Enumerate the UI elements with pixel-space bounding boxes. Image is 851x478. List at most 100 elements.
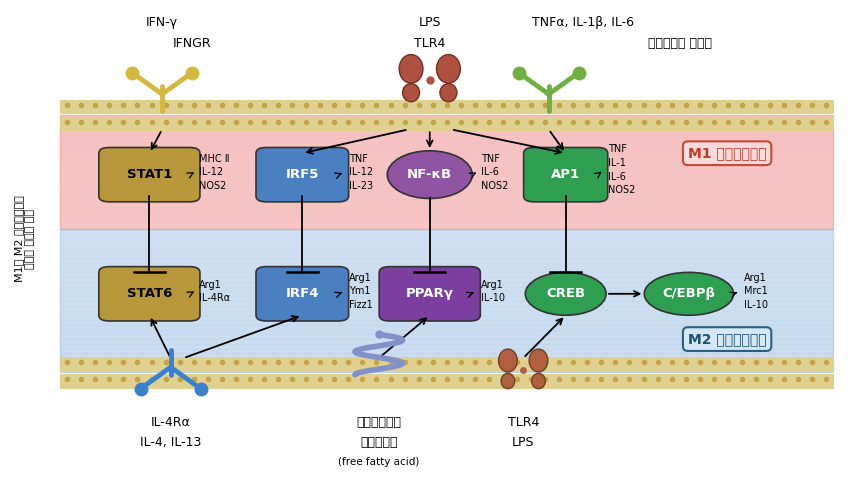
Text: Arg1
Ym1
Fizz1: Arg1 Ym1 Fizz1 — [349, 273, 373, 310]
Text: MHC Ⅱ
IL-12
NOS2: MHC Ⅱ IL-12 NOS2 — [198, 153, 229, 191]
Text: TNF
IL-6
NOS2: TNF IL-6 NOS2 — [481, 153, 508, 191]
Bar — [60, 353, 833, 358]
Bar — [60, 153, 833, 157]
Bar — [60, 127, 833, 130]
Bar — [60, 292, 833, 296]
Bar — [60, 184, 833, 187]
Bar — [60, 311, 833, 315]
Text: PPARγ: PPARγ — [406, 287, 454, 300]
Bar — [60, 306, 833, 311]
FancyBboxPatch shape — [380, 267, 480, 321]
Bar — [60, 115, 833, 119]
Text: (free fatty acid): (free fatty acid) — [338, 456, 420, 467]
Bar — [60, 282, 833, 287]
Bar — [60, 339, 833, 344]
Text: 유리지방산: 유리지방산 — [360, 436, 397, 449]
Text: IL-4Rα: IL-4Rα — [151, 416, 191, 429]
Bar — [60, 206, 833, 210]
Text: 사이토카인 수용체: 사이토카인 수용체 — [648, 37, 712, 50]
Bar — [60, 368, 833, 372]
Bar — [60, 253, 833, 258]
Bar — [60, 334, 833, 339]
FancyBboxPatch shape — [99, 148, 200, 202]
Bar — [60, 287, 833, 292]
Ellipse shape — [387, 151, 472, 198]
Text: TNF
IL-1
IL-6
NOS2: TNF IL-1 IL-6 NOS2 — [608, 144, 636, 196]
Bar — [60, 363, 833, 368]
Bar — [60, 134, 833, 138]
Bar — [60, 268, 833, 272]
Ellipse shape — [399, 54, 423, 83]
FancyBboxPatch shape — [256, 148, 349, 202]
Ellipse shape — [440, 84, 457, 102]
Text: IFNGR: IFNGR — [173, 37, 211, 50]
Bar — [60, 214, 833, 218]
Bar — [60, 172, 833, 176]
Bar — [60, 301, 833, 306]
Bar — [60, 258, 833, 263]
Bar — [60, 374, 833, 388]
Text: 지방산수용체: 지방산수용체 — [357, 416, 402, 429]
Bar — [60, 277, 833, 282]
Text: TNFα, IL-1β, IL-6: TNFα, IL-1β, IL-6 — [532, 16, 634, 29]
Bar — [60, 229, 833, 372]
Text: C/EBPβ: C/EBPβ — [662, 287, 716, 300]
Bar — [60, 176, 833, 180]
Text: TLR4: TLR4 — [414, 37, 445, 50]
Bar — [60, 226, 833, 229]
Bar — [60, 119, 833, 123]
Bar — [60, 187, 833, 191]
Bar — [60, 100, 833, 113]
Bar — [60, 115, 833, 229]
Bar — [60, 222, 833, 226]
Text: STAT1: STAT1 — [127, 168, 172, 181]
Bar — [60, 180, 833, 184]
Bar — [60, 138, 833, 142]
Text: M2 신호전달체계: M2 신호전달체계 — [688, 332, 767, 346]
Ellipse shape — [437, 54, 460, 83]
Bar — [60, 329, 833, 334]
Ellipse shape — [644, 272, 734, 315]
Ellipse shape — [525, 272, 606, 315]
Bar — [60, 239, 833, 244]
Bar — [60, 130, 833, 134]
Text: CREB: CREB — [546, 287, 585, 300]
Bar — [60, 157, 833, 161]
Bar — [60, 142, 833, 146]
Bar — [60, 164, 833, 168]
Bar — [60, 123, 833, 127]
Text: Arg1
IL-10: Arg1 IL-10 — [481, 280, 505, 303]
Text: LPS: LPS — [512, 436, 534, 449]
Bar — [60, 218, 833, 222]
Text: IRF4: IRF4 — [286, 287, 319, 300]
Bar — [60, 229, 833, 234]
Text: STAT6: STAT6 — [127, 287, 172, 300]
Text: Arg1
Mrc1
IL-10: Arg1 Mrc1 IL-10 — [744, 273, 768, 310]
Text: IFN-γ: IFN-γ — [146, 16, 178, 29]
Text: M1와 M2 신호전달체계
사이의 피드백 조절: M1와 M2 신호전달체계 사이의 피드백 조절 — [14, 196, 35, 282]
Bar — [60, 263, 833, 268]
Text: IL-4, IL-13: IL-4, IL-13 — [140, 436, 202, 449]
Text: IRF5: IRF5 — [286, 168, 319, 181]
Ellipse shape — [499, 349, 517, 372]
Text: AP1: AP1 — [551, 168, 580, 181]
Ellipse shape — [501, 373, 515, 389]
Bar — [60, 195, 833, 199]
FancyBboxPatch shape — [256, 267, 349, 321]
Bar — [60, 150, 833, 153]
Ellipse shape — [403, 84, 420, 102]
Text: TLR4: TLR4 — [507, 416, 539, 429]
Bar — [60, 296, 833, 301]
Bar — [60, 168, 833, 172]
Text: TNF
IL-12
IL-23: TNF IL-12 IL-23 — [349, 153, 373, 191]
Bar — [60, 249, 833, 253]
Bar — [60, 320, 833, 325]
Text: LPS: LPS — [419, 16, 441, 29]
FancyBboxPatch shape — [99, 267, 200, 321]
Bar — [60, 344, 833, 348]
Bar — [60, 199, 833, 203]
Text: M1 신호전달체계: M1 신호전달체계 — [688, 146, 767, 160]
Bar — [60, 117, 833, 130]
Bar — [60, 191, 833, 195]
Bar — [60, 161, 833, 164]
